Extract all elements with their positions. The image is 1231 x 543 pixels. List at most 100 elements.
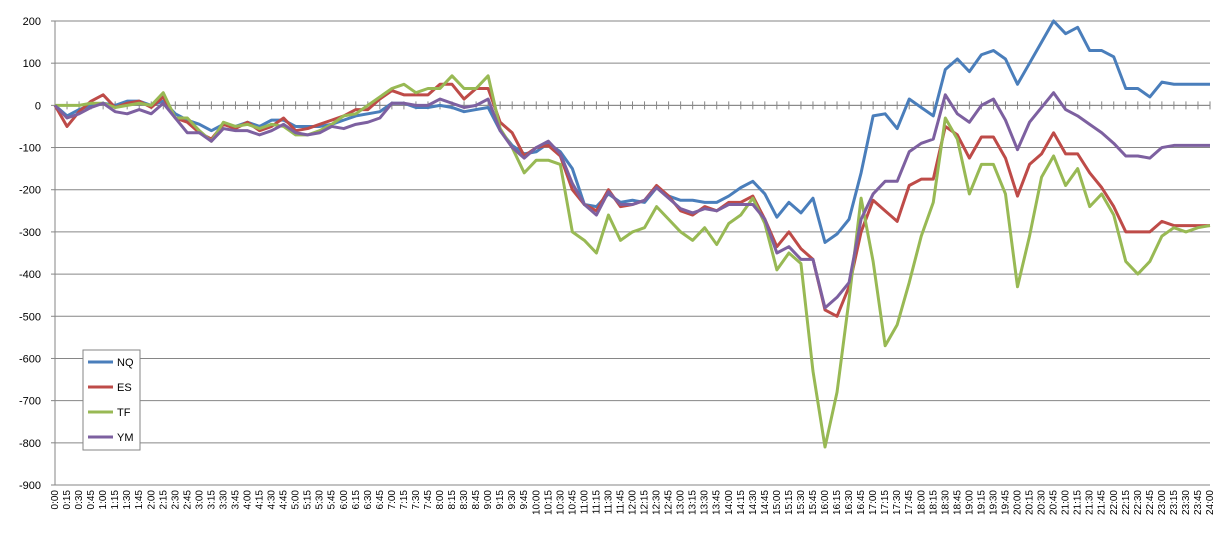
legend-label: TF [117,407,131,419]
x-tick-label: 0:30 [74,490,85,510]
x-tick-label: 3:30 [218,490,229,510]
y-tick-label: -400 [19,269,41,281]
x-tick-label: 19:45 [1000,490,1011,515]
x-tick-label: 23:15 [1169,490,1180,515]
x-tick-label: 5:45 [327,490,338,510]
y-tick-label: 200 [23,16,41,28]
x-tick-label: 19:30 [988,490,999,515]
x-tick-label: 17:15 [880,490,891,515]
x-tick-label: 22:00 [1109,490,1120,515]
x-tick-label: 21:30 [1085,490,1096,515]
x-tick-label: 14:00 [724,490,735,515]
x-tick-label: 8:15 [447,490,458,510]
x-tick-label: 7:00 [387,490,398,510]
x-tick-label: 13:45 [712,490,723,515]
y-tick-label: -700 [19,396,41,408]
x-tick-label: 0:45 [86,490,97,510]
y-tick-label: -800 [19,438,41,450]
x-tick-label: 2:15 [158,490,169,510]
y-tick-label: -100 [19,143,41,155]
x-tick-label: 2:45 [182,490,193,510]
x-tick-label: 7:45 [423,490,434,510]
x-tick-label: 9:15 [495,490,506,510]
x-tick-label: 15:45 [808,490,819,515]
x-tick-label: 14:30 [748,490,759,515]
x-tick-label: 1:30 [122,490,133,510]
x-tick-label: 19:00 [964,490,975,515]
x-tick-label: 16:30 [844,490,855,515]
x-tick-label: 3:45 [230,490,241,510]
x-tick-label: 8:45 [471,490,482,510]
x-tick-label: 4:45 [279,490,290,510]
y-tick-label: -500 [19,311,41,323]
x-tick-label: 11:00 [579,490,590,515]
series-line [53,91,1210,310]
y-tick-label: -200 [19,185,41,197]
x-tick-label: 9:45 [519,490,530,510]
x-tick-label: 16:00 [820,490,831,515]
legend-label: YM [117,432,134,444]
x-tick-label: 0:15 [62,490,73,510]
x-tick-label: 20:00 [1013,490,1024,515]
x-tick-label: 15:00 [772,490,783,515]
x-tick-label: 13:30 [700,490,711,515]
legend-box [82,349,141,451]
x-tick-label: 12:30 [652,490,663,515]
x-tick-label: 2:00 [146,490,157,510]
x-tick-label: 5:00 [291,490,302,510]
x-tick-label: 24:00 [1205,490,1216,515]
x-tick-label: 20:15 [1025,490,1036,515]
x-tick-label: 7:15 [399,490,410,510]
x-tick-label: 15:30 [796,490,807,515]
x-tick-label: 10:45 [567,490,578,515]
x-tick-label: 6:15 [351,490,362,510]
x-tick-label: 15:15 [784,490,795,515]
x-tick-label: 10:00 [531,490,542,515]
x-tick-label: 12:15 [640,490,651,515]
y-tick-label: 100 [23,58,41,70]
x-tick-label: 10:15 [543,490,554,515]
x-tick-label: 22:45 [1145,490,1156,515]
x-tick-label: 1:15 [110,490,121,510]
x-tick-label: 19:15 [976,490,987,515]
x-tick-label: 7:30 [411,490,422,510]
legend-label: ES [117,382,132,394]
x-tick-label: 13:00 [676,490,687,515]
x-tick-label: 4:15 [255,490,266,510]
x-tick-label: 2:30 [170,490,181,510]
legend-label: NQ [117,357,134,369]
x-tick-label: 12:45 [664,490,675,515]
y-tick-label: -600 [19,353,41,365]
y-tick-label: 0 [35,100,41,112]
x-tick-label: 20:45 [1049,490,1060,515]
x-tick-label: 1:45 [134,490,145,510]
x-tick-label: 13:15 [688,490,699,515]
x-tick-label: 18:15 [928,490,939,515]
x-tick-label: 6:00 [339,490,350,510]
x-tick-label: 14:15 [736,490,747,515]
x-tick-label: 5:15 [303,490,314,510]
x-tick-label: 16:45 [856,490,867,515]
x-tick-label: 20:30 [1037,490,1048,515]
x-tick-label: 4:00 [243,490,254,510]
y-tick-label: -900 [19,480,41,492]
x-tick-label: 23:45 [1193,490,1204,515]
x-tick-label: 18:00 [916,490,927,515]
x-tick-label: 3:15 [206,490,217,510]
x-tick-label: 23:00 [1157,490,1168,515]
series-line [55,74,1211,449]
x-tick-label: 18:45 [952,490,963,515]
x-tick-label: 0:00 [50,490,61,510]
x-tick-label: 3:00 [194,490,205,510]
x-tick-label: 8:00 [435,490,446,510]
x-tick-label: 16:15 [832,490,843,515]
x-tick-label: 8:30 [459,490,470,510]
x-tick-label: 9:00 [483,490,494,510]
x-tick-label: 6:30 [363,490,374,510]
x-tick-label: 21:15 [1073,490,1084,515]
x-tick-label: 11:15 [591,490,602,515]
x-tick-label: 22:15 [1121,490,1132,515]
x-tick-label: 14:45 [760,490,771,515]
x-tick-label: 5:30 [315,490,326,510]
